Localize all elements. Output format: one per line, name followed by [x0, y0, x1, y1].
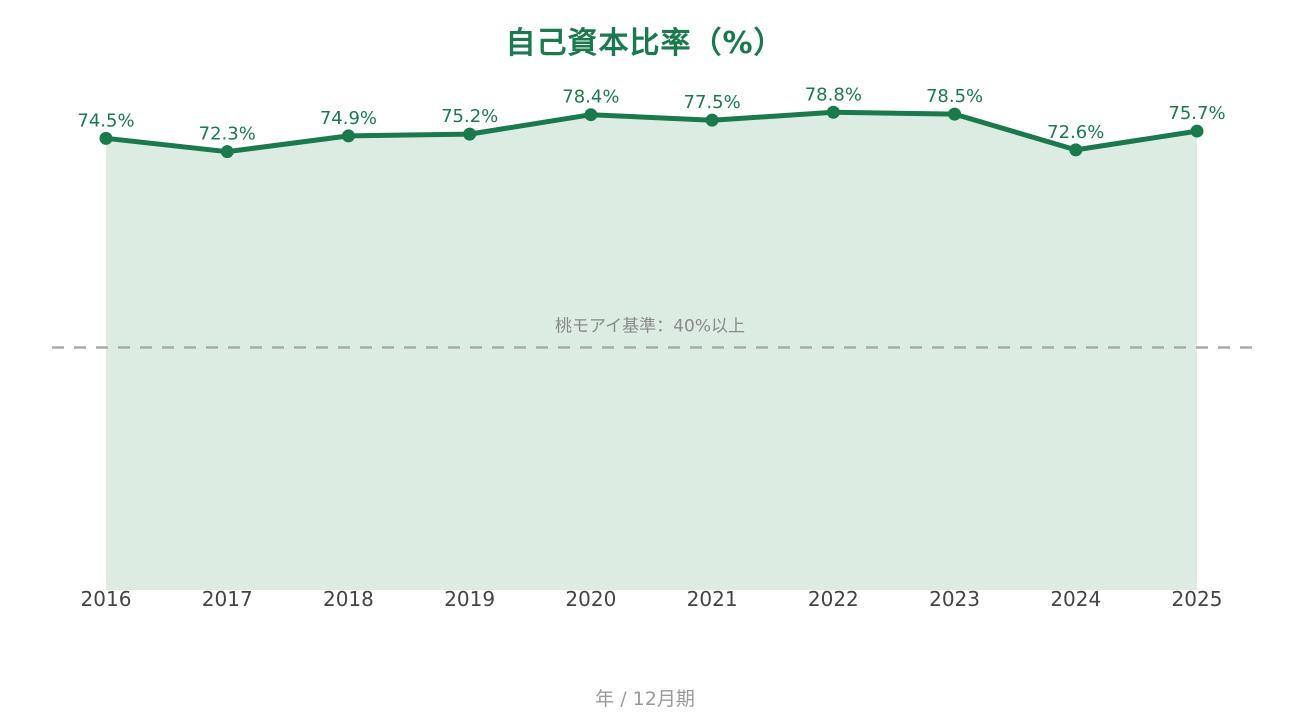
- chart-title: 自己資本比率（%）: [505, 26, 785, 61]
- x-tick-2018: 2018: [323, 587, 374, 611]
- data-label-2025: 75.7%: [1168, 103, 1225, 124]
- data-point-2023: [948, 107, 962, 121]
- data-point-2025: [1190, 124, 1204, 138]
- data-label-2022: 78.8%: [805, 84, 862, 105]
- data-point-2022: [826, 105, 840, 119]
- x-tick-2020: 2020: [565, 587, 616, 611]
- x-tick-2025: 2025: [1172, 587, 1223, 611]
- reference-line-label: 桃モアイ基準：40%以上: [555, 317, 745, 337]
- data-point-2020: [584, 108, 598, 122]
- data-point-2018: [341, 129, 355, 143]
- data-label-2019: 75.2%: [441, 106, 498, 127]
- data-label-2018: 74.9%: [320, 108, 377, 129]
- data-point-2024: [1069, 143, 1083, 157]
- series-line: [103, 109, 1200, 155]
- data-label-2017: 72.3%: [199, 124, 256, 145]
- data-point-2019: [463, 127, 477, 141]
- data-label-2016: 74.5%: [77, 110, 134, 131]
- x-tick-2019: 2019: [444, 587, 495, 611]
- x-tick-2022: 2022: [808, 587, 859, 611]
- x-tick-2016: 2016: [81, 587, 132, 611]
- x-tick-2024: 2024: [1050, 587, 1101, 611]
- data-point-2021: [705, 113, 719, 127]
- data-point-2017: [220, 145, 234, 159]
- data-label-2023: 78.5%: [926, 86, 983, 107]
- data-label-2021: 77.5%: [684, 92, 741, 113]
- x-tick-2023: 2023: [929, 587, 980, 611]
- data-label-2020: 78.4%: [562, 87, 619, 108]
- data-label-2024: 72.6%: [1047, 122, 1104, 143]
- series-area: [106, 112, 1197, 591]
- x-tick-2021: 2021: [687, 587, 738, 611]
- data-point-2016: [99, 131, 113, 145]
- x-axis-label: 年 / 12月期: [595, 688, 695, 710]
- x-tick-2017: 2017: [202, 587, 253, 611]
